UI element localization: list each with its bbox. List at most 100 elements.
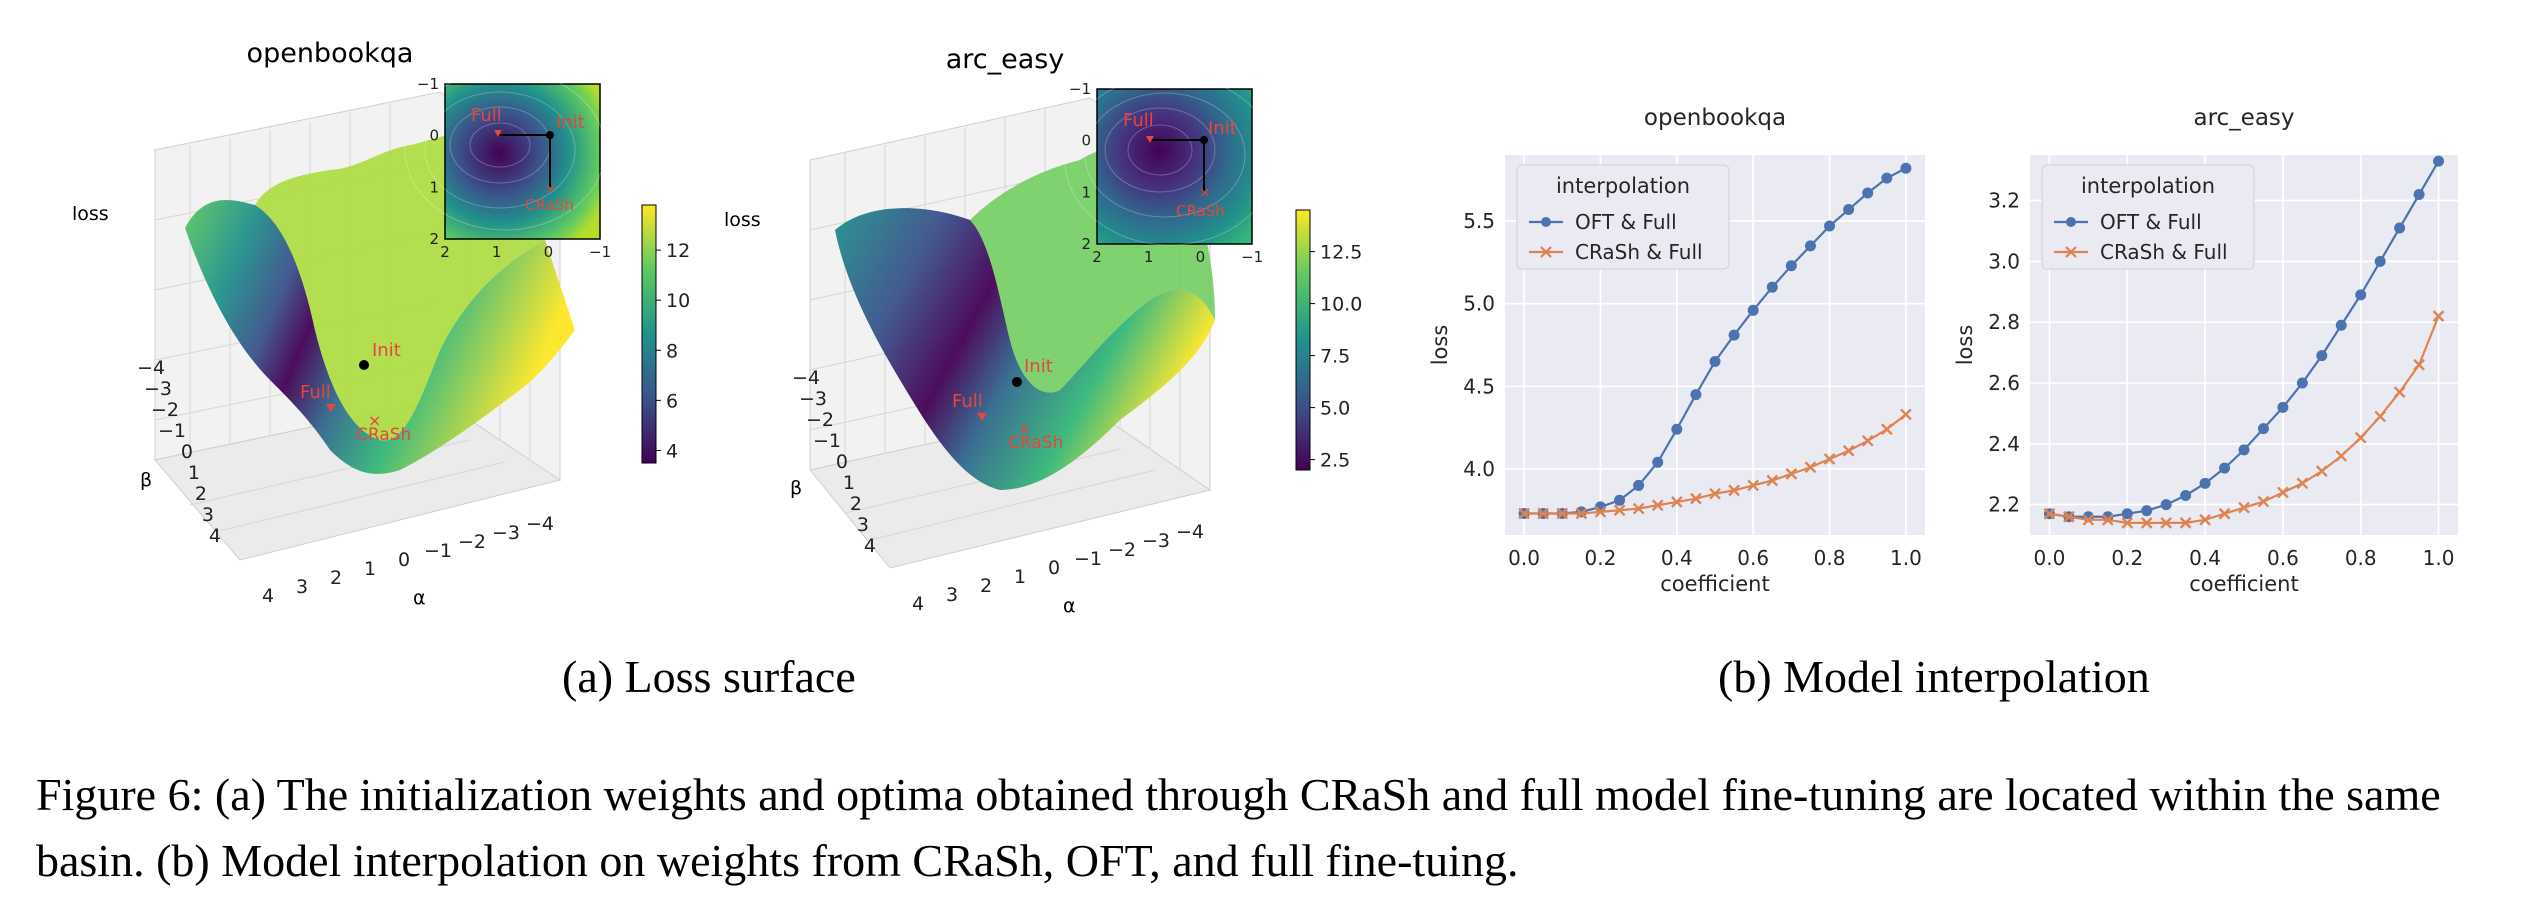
legend-label: CRaSh & Full bbox=[1575, 240, 1703, 264]
legend-marker bbox=[2065, 246, 2077, 258]
point-crash-label: CRaSh bbox=[356, 425, 411, 445]
inset-full-label: Full bbox=[1123, 110, 1154, 131]
legend-label: OFT & Full bbox=[1575, 210, 1677, 234]
point-full bbox=[326, 404, 336, 412]
legend-label: OFT & Full bbox=[2100, 210, 2202, 234]
data-point bbox=[2238, 501, 2250, 514]
data-point bbox=[2432, 310, 2445, 322]
colorbar-tick-label: 8 bbox=[666, 340, 678, 362]
inset-plot bbox=[444, 83, 601, 240]
data-point bbox=[2315, 465, 2328, 478]
alpha-tick-label: 3 bbox=[296, 576, 308, 598]
data-point bbox=[2140, 516, 2153, 529]
data-point bbox=[1709, 487, 1721, 500]
data-point bbox=[1747, 304, 1759, 316]
colorbar-tick-label: 4 bbox=[666, 440, 678, 462]
data-point bbox=[1900, 408, 1912, 421]
x-tick-label: 1.0 bbox=[1890, 546, 1922, 570]
data-point bbox=[1785, 468, 1798, 480]
inset-x-tick-label: −1 bbox=[1241, 248, 1263, 266]
data-point bbox=[2160, 516, 2173, 529]
data-point bbox=[2413, 358, 2425, 371]
inset-full bbox=[494, 130, 502, 137]
alpha-tick-label: 1 bbox=[364, 558, 376, 580]
beta-tick-label: 4 bbox=[209, 525, 221, 547]
interpolation-chart-openbookqa: 0.0 0.2 0.4 0.6 0.8 1.0 4.0 4.5 5.0 5.5 openbookqa… bbox=[1428, 105, 1925, 596]
beta-tick-label: −3 bbox=[144, 378, 172, 400]
y-tick-label: 2.8 bbox=[1988, 310, 2020, 334]
zlabel: loss bbox=[72, 203, 109, 225]
x-tick-label: 0.2 bbox=[1585, 546, 1617, 570]
y-tick-label: 2.4 bbox=[1988, 432, 2020, 456]
inset-y-tick-label: −1 bbox=[1069, 80, 1091, 98]
beta-tick-label: −4 bbox=[792, 367, 820, 389]
y-tick-label: 3.2 bbox=[1988, 189, 2020, 213]
inset-y-tick-label: 0 bbox=[429, 127, 439, 145]
chart-title: arc_easy bbox=[2193, 105, 2294, 131]
alpha-tick-label: −4 bbox=[1176, 521, 1204, 543]
x-axis-label: coefficient bbox=[1660, 572, 1769, 596]
data-point bbox=[1842, 444, 1855, 457]
alpha-tick-label: 4 bbox=[912, 593, 924, 615]
data-point bbox=[2141, 505, 2153, 517]
alpha-tick-label: −3 bbox=[1142, 530, 1170, 552]
data-point bbox=[1728, 329, 1740, 341]
data-point bbox=[1861, 434, 1874, 447]
data-point bbox=[1690, 492, 1702, 505]
legend-marker bbox=[2066, 217, 2076, 227]
surface-title: arc_easy bbox=[946, 44, 1065, 75]
data-point bbox=[2374, 255, 2386, 267]
data-point bbox=[2433, 155, 2445, 167]
xlabel: α bbox=[1063, 595, 1076, 617]
data-point bbox=[2121, 508, 2133, 520]
data-point bbox=[2374, 410, 2387, 423]
data-point bbox=[1632, 502, 1645, 515]
data-point bbox=[2121, 516, 2134, 529]
figure-caption: Figure 6: (a) The initialization weights… bbox=[36, 769, 2441, 886]
inset-y-tick-label: 1 bbox=[1081, 183, 1091, 201]
data-point bbox=[2257, 495, 2270, 508]
data-point bbox=[2082, 513, 2095, 526]
data-point bbox=[2393, 386, 2406, 398]
beta-tick-label: 0 bbox=[181, 441, 193, 463]
y-tick-label: 4.0 bbox=[1463, 457, 1495, 481]
x-tick-label: 0.4 bbox=[1661, 546, 1693, 570]
y-tick-label: 5.0 bbox=[1463, 292, 1495, 316]
beta-tick-label: 3 bbox=[202, 504, 214, 526]
data-point bbox=[2277, 401, 2289, 413]
data-point bbox=[1575, 507, 1588, 520]
beta-tick-label: 2 bbox=[195, 483, 207, 505]
inset-plot bbox=[1096, 88, 1253, 245]
data-point bbox=[2199, 513, 2211, 526]
data-point bbox=[1614, 494, 1626, 506]
inset-y-tick-label: −1 bbox=[417, 75, 439, 93]
colorbar bbox=[641, 204, 657, 464]
inset-init-label: Init bbox=[556, 112, 585, 133]
point-init bbox=[359, 360, 369, 370]
alpha-tick-label: 0 bbox=[1048, 557, 1060, 579]
data-point bbox=[1537, 507, 1550, 520]
ylabel: β bbox=[140, 469, 152, 491]
inset-x-tick-label: 0 bbox=[544, 243, 554, 261]
x-tick-label: 0.6 bbox=[2267, 546, 2299, 570]
data-point bbox=[1862, 187, 1874, 199]
data-point bbox=[2179, 516, 2192, 529]
y-tick-label: 2.6 bbox=[1988, 371, 2020, 395]
interpolation-chart-arc-easy: 0.0 0.2 0.4 0.6 0.8 1.0 2.2 2.4 2.6 2.8 3.0 3.2 arc_… bbox=[1953, 105, 2458, 596]
inset-y-tick-label: 2 bbox=[1081, 235, 1091, 253]
inset-x-tick-label: 0 bbox=[1196, 248, 1206, 266]
colorbar-tick-label: 12 bbox=[666, 240, 690, 262]
data-point bbox=[2218, 507, 2231, 520]
inset-x-tick-label: 1 bbox=[1144, 248, 1154, 266]
point-full bbox=[977, 413, 987, 421]
data-point bbox=[1881, 172, 1893, 184]
point-full-label: Full bbox=[300, 382, 331, 403]
data-point bbox=[2199, 477, 2211, 489]
point-init bbox=[1012, 377, 1022, 387]
data-point bbox=[2335, 319, 2347, 331]
legend-label: CRaSh & Full bbox=[2100, 240, 2228, 264]
data-point bbox=[2101, 513, 2114, 526]
x-axis-label: coefficient bbox=[2189, 572, 2298, 596]
